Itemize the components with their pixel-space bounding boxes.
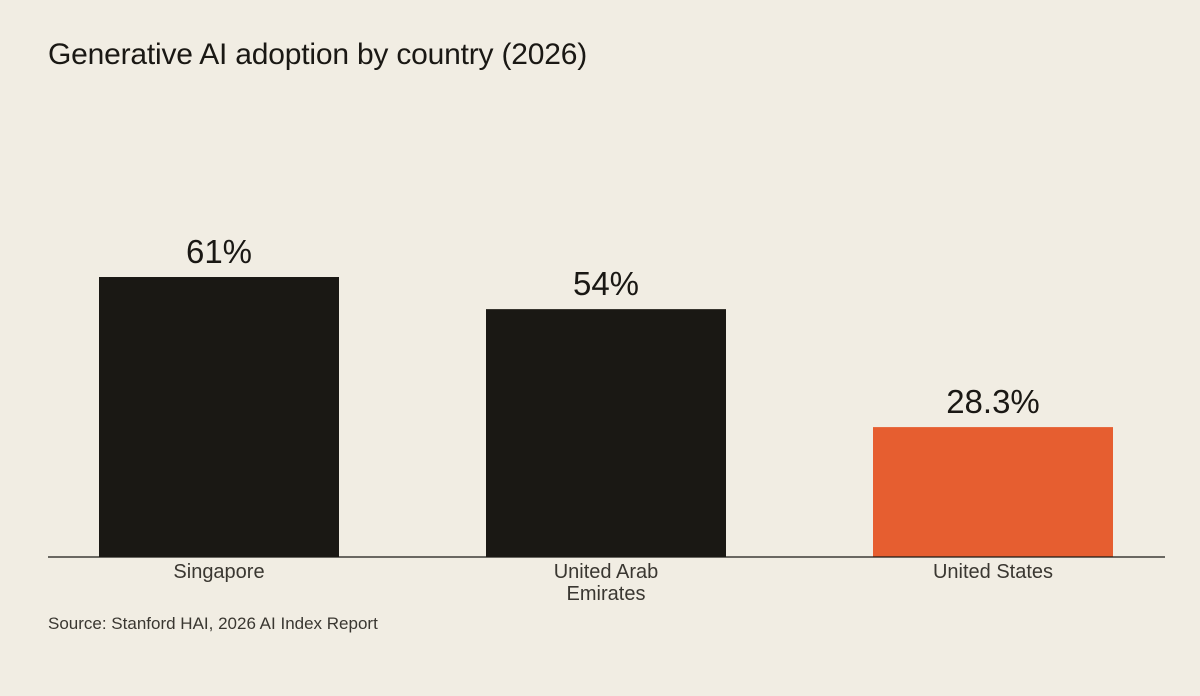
bars-group bbox=[99, 277, 1113, 557]
value-labels-group: 61% 54% 28.3% bbox=[186, 233, 1040, 420]
bar-2 bbox=[873, 427, 1113, 557]
value-label-1: 54% bbox=[573, 265, 639, 302]
value-label-2: 28.3% bbox=[946, 383, 1040, 420]
x-tick-label-0: Singapore bbox=[173, 561, 264, 583]
bar-0 bbox=[99, 277, 339, 557]
source-note: Source: Stanford HAI, 2026 AI Index Repo… bbox=[48, 614, 378, 633]
bar-1 bbox=[486, 309, 726, 557]
x-tick-label-1: United Arab Emirates bbox=[554, 561, 659, 605]
x-tick-label-2: United States bbox=[933, 561, 1053, 583]
value-label-0: 61% bbox=[186, 233, 252, 270]
chart-title: Generative AI adoption by country (2026) bbox=[48, 38, 588, 71]
x-tick-labels-group: Singapore United Arab Emirates United State… bbox=[173, 561, 1053, 605]
